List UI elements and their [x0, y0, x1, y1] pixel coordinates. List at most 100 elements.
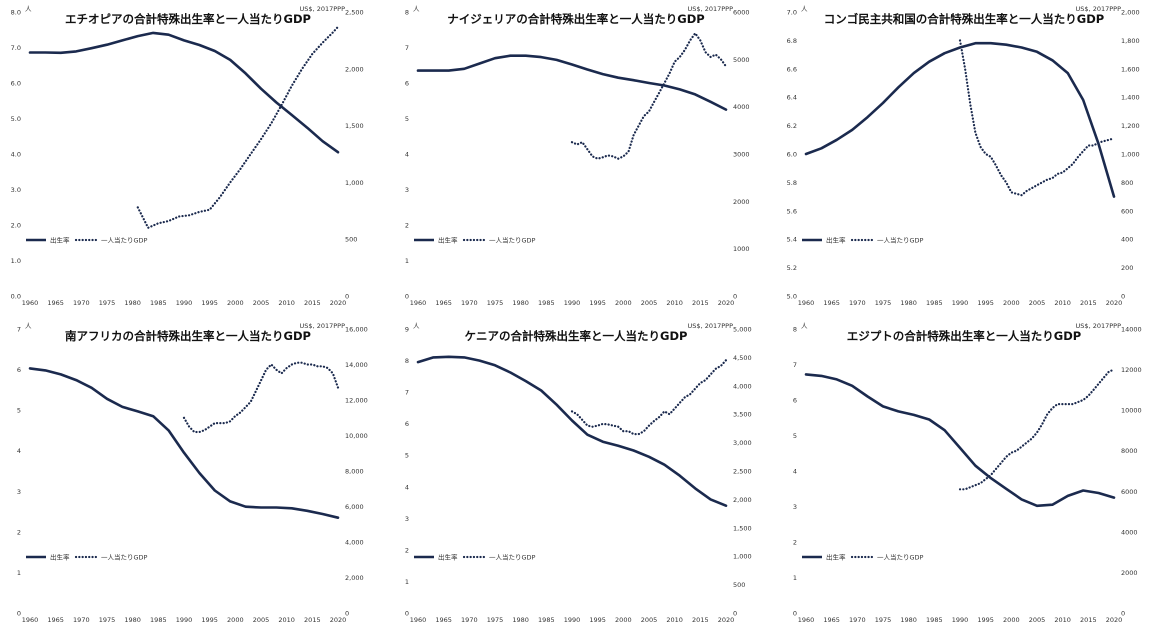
right-tick-label: 500: [345, 236, 357, 244]
x-tick-label: 1980: [900, 616, 917, 624]
chart-title: エジプトの合計特殊出生率と一人当たりGDP: [847, 329, 1081, 343]
x-tick-label: 2015: [692, 616, 709, 624]
x-tick-label: 2010: [278, 616, 295, 624]
right-tick-label: 1,500: [733, 524, 752, 532]
legend-tfr-label: 出生率: [826, 236, 846, 245]
legend-tfr-label: 出生率: [50, 553, 70, 562]
left-tick-label: 8: [405, 9, 409, 17]
left-tick-label: 3: [405, 515, 409, 523]
right-axis-unit: US$, 2017PPP: [300, 5, 346, 13]
right-tick-label: 1,400: [1121, 94, 1140, 102]
x-tick-label: 2010: [666, 299, 683, 307]
x-tick-label: 1985: [150, 299, 167, 307]
left-tick-label: 3: [405, 186, 409, 194]
left-tick-label: 8.0: [11, 9, 21, 17]
chart-svg: エジプトの合計特殊出生率と一人当たりGDP 人 US$, 2017PPP 0 1 2 3 4 5…: [793, 322, 1142, 624]
right-axis-unit: US$, 2017PPP: [688, 5, 734, 13]
x-tick-label: 1990: [176, 616, 193, 624]
x-tick-label: 2005: [253, 616, 270, 624]
left-tick-label: 6.2: [787, 122, 797, 130]
x-tick-label: 2000: [615, 299, 632, 307]
left-axis-unit: 人: [413, 322, 420, 330]
left-tick-label: 5: [405, 115, 409, 123]
x-tick-label: 1965: [435, 616, 452, 624]
left-tick-label: 6.6: [787, 65, 797, 73]
chart-panel-egypt: エジプトの合計特殊出生率と一人当たりGDP 人 US$, 2017PPP 0 1 2 3 4 5…: [776, 317, 1164, 634]
left-tick-label: 6.0: [11, 80, 21, 88]
x-tick-label: 1975: [99, 299, 116, 307]
left-tick-label: 5.8: [787, 179, 797, 187]
x-tick-label: 2020: [1106, 299, 1123, 307]
chart-svg: 南アフリカの合計特殊出生率と一人当たりGDP 人 US$, 2017PPP 0 1 2 3 4…: [17, 322, 368, 624]
left-tick-label: 0.0: [11, 293, 21, 301]
chart-title: ケニアの合計特殊出生率と一人当たりGDP: [465, 329, 688, 343]
gdp-series-line: [958, 39, 1116, 197]
right-tick-label: 6,000: [345, 503, 364, 511]
legend-gdp-label: 一人当たりGDP: [101, 236, 148, 245]
legend-gdp-label: 一人当たりGDP: [101, 553, 148, 562]
right-tick-label: 0: [733, 610, 737, 618]
chart-svg: ナイジェリアの合計特殊出生率と一人当たりGDP 人 US$, 2017PPP 0 1 2 3…: [405, 5, 750, 307]
left-axis-unit: 人: [801, 322, 808, 330]
right-tick-label: 600: [1121, 207, 1133, 215]
right-tick-label: 0: [733, 293, 737, 301]
x-tick-label: 2010: [278, 299, 295, 307]
x-tick-label: 2015: [1080, 616, 1097, 624]
x-tick-label: 1960: [798, 299, 815, 307]
x-tick-label: 1985: [150, 616, 167, 624]
left-tick-label: 2: [17, 528, 21, 536]
x-tick-label: 1995: [201, 299, 218, 307]
right-tick-label: 3,000: [733, 439, 752, 447]
right-tick-label: 14,000: [345, 361, 368, 369]
left-tick-label: 8: [405, 357, 409, 365]
left-axis-unit: 人: [413, 5, 420, 13]
x-tick-label: 1990: [952, 616, 969, 624]
x-tick-label: 1995: [977, 299, 994, 307]
x-tick-label: 1960: [410, 616, 427, 624]
right-tick-label: 2,500: [345, 9, 364, 17]
right-tick-label: 4000: [733, 103, 750, 111]
x-tick-label: 1975: [487, 299, 504, 307]
left-tick-label: 6: [405, 420, 409, 428]
x-tick-label: 1985: [538, 616, 555, 624]
left-tick-label: 6.8: [787, 37, 797, 45]
left-tick-label: 5.4: [787, 236, 797, 244]
right-tick-label: 6000: [733, 9, 750, 17]
x-tick-label: 1995: [589, 299, 606, 307]
gdp-series-line: [182, 361, 340, 434]
left-tick-label: 8: [793, 326, 797, 334]
chart-svg: ケニアの合計特殊出生率と一人当たりGDP 人 US$, 2017PPP 0 1 2 3 4 5 6…: [405, 322, 752, 624]
x-tick-label: 1990: [952, 299, 969, 307]
x-tick-label: 2000: [615, 616, 632, 624]
left-tick-label: 6: [793, 397, 797, 405]
x-tick-label: 1965: [47, 616, 64, 624]
right-axis-unit: US$, 2017PPP: [1076, 5, 1122, 13]
right-tick-label: 8,000: [345, 468, 364, 476]
x-tick-label: 1985: [926, 616, 943, 624]
x-tick-label: 2005: [641, 616, 658, 624]
right-tick-label: 500: [733, 581, 745, 589]
x-tick-label: 1960: [22, 616, 39, 624]
legend-tfr-label: 出生率: [50, 236, 70, 245]
x-tick-label: 2020: [1106, 616, 1123, 624]
left-tick-label: 6.0: [787, 151, 797, 159]
right-tick-label: 0: [345, 293, 349, 301]
legend-tfr-label: 出生率: [826, 553, 846, 562]
right-tick-label: 1,600: [1121, 65, 1140, 73]
chart-svg: エチオピアの合計特殊出生率と一人当たりGDP 人 US$, 2017PPP 0.0 1.…: [11, 5, 364, 307]
chart-panel-south-africa: 南アフリカの合計特殊出生率と一人当たりGDP 人 US$, 2017PPP 0 1 2 3 4…: [0, 317, 388, 634]
left-tick-label: 5: [793, 432, 797, 440]
right-tick-label: 2000: [733, 198, 750, 206]
left-tick-label: 2: [793, 539, 797, 547]
left-tick-label: 7: [17, 326, 21, 334]
left-tick-label: 2: [405, 546, 409, 554]
chart-panel-drc: コンゴ民主共和国の合計特殊出生率と一人当たりGDP 人 US$, 2017PPP 5.…: [776, 0, 1164, 317]
left-tick-label: 2: [405, 222, 409, 230]
left-tick-label: 7: [793, 361, 797, 369]
left-tick-label: 4: [405, 151, 409, 159]
right-tick-label: 1000: [733, 245, 750, 253]
left-tick-label: 1: [17, 569, 21, 577]
gdp-series-line: [136, 25, 340, 229]
right-tick-label: 1,000: [345, 179, 364, 187]
tfr-series-line: [416, 355, 728, 507]
